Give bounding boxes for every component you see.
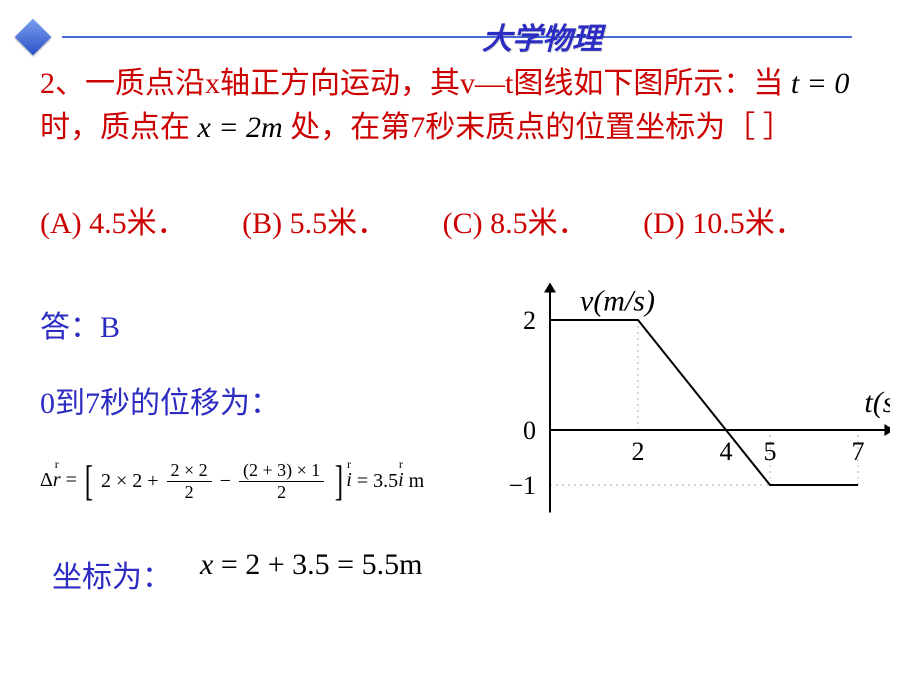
formula-unit: m [409,470,425,492]
question-cond-x: x = 2m [198,111,283,144]
question-cond-t: t = 0 [791,67,850,100]
formula-minus: − [220,470,231,492]
answer-options: (A) 4.5米． (B) 5.5米． (C) 8.5米． (D) 10.5米． [40,198,853,242]
formula-r-vec: r [53,469,61,492]
svg-text:0: 0 [523,416,536,445]
svg-text:2: 2 [523,306,536,335]
formula-delta: Δ [40,469,53,491]
coordinate-label: 坐标为： [52,552,172,596]
formula-frac2: (2 + 3) × 12 [239,460,324,503]
formula-result: = 3.5 [357,470,398,492]
svg-text:v(m/s): v(m/s) [580,285,655,318]
coord-rhs: = 2 + 3.5 = 5.5m [213,548,422,581]
displacement-formula: Δr = [ 2 × 2 + 2 × 22 − (2 + 3) × 12 ]i … [40,460,424,503]
svg-text:−1: −1 [508,471,536,500]
option-b: (B) 5.5米． [242,207,387,240]
header-divider [62,36,852,38]
question-prefix: 2、一质点沿x轴正方向运动，其v—t图线如下图所示：当 [40,67,783,100]
frac2-num: (2 + 3) × 1 [239,460,324,482]
coord-x: x [200,548,213,581]
question-mid2: 处，在第7秒末质点的位置坐标为［ ］ [290,111,793,144]
formula-i-vec1: i [346,469,352,492]
bracket-close: ] [335,461,343,503]
formula-frac1: 2 × 22 [167,460,212,503]
vt-chart: 2 4 5 7 −1 0 2 t(s) v(m/s) [490,260,890,540]
option-a: (A) 4.5米． [40,207,187,240]
coordinate-value: x = 2 + 3.5 = 5.5m [200,548,422,582]
header-diamond-icon [15,19,52,56]
formula-i-vec2: i [398,469,404,492]
question-text: 2、一质点沿x轴正方向运动，其v—t图线如下图所示：当 t = 0 时，质点在 … [40,62,870,149]
frac2-den: 2 [239,482,324,503]
displacement-label: 0到7秒的位移为： [40,378,280,422]
bracket-open: [ [85,461,93,503]
svg-text:4: 4 [720,437,733,466]
question-mid1: 时，质点在 [40,111,190,144]
frac1-den: 2 [167,482,212,503]
option-c: (C) 8.5米． [443,207,588,240]
formula-i1: i [346,469,352,491]
answer-label: 答：B [40,302,120,346]
svg-text:2: 2 [632,437,645,466]
svg-text:t(s): t(s) [864,386,890,419]
svg-text:5: 5 [764,437,777,466]
formula-r: r [53,469,61,491]
formula-eq1: = [66,469,77,491]
course-title: 大学物理 [482,14,602,58]
frac1-num: 2 × 2 [167,460,212,482]
svg-text:7: 7 [852,437,865,466]
formula-term1: 2 × 2 + [101,470,159,492]
option-d: (D) 10.5米． [643,207,805,240]
formula-i2: i [398,469,404,491]
